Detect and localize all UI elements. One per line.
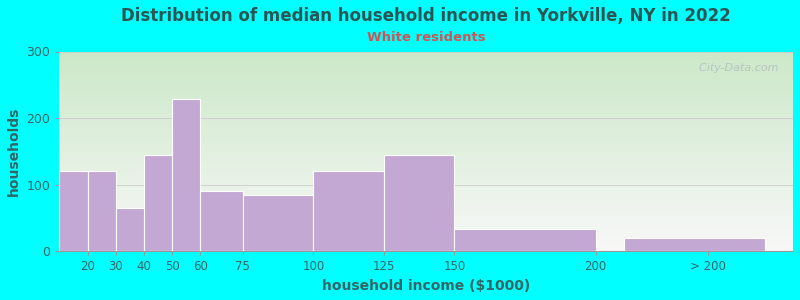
- Bar: [88, 172, 116, 251]
- Text: City-Data.com: City-Data.com: [692, 64, 778, 74]
- Bar: [624, 238, 765, 251]
- Bar: [201, 191, 243, 251]
- Bar: [172, 100, 201, 251]
- Y-axis label: households: households: [7, 107, 21, 196]
- Bar: [243, 195, 314, 251]
- Bar: [384, 155, 454, 251]
- Bar: [116, 208, 144, 251]
- Title: Distribution of median household income in Yorkville, NY in 2022: Distribution of median household income …: [122, 7, 731, 25]
- X-axis label: household income ($1000): household income ($1000): [322, 279, 530, 293]
- Bar: [314, 172, 384, 251]
- Text: White residents: White residents: [367, 31, 486, 44]
- Bar: [144, 155, 172, 251]
- Bar: [59, 172, 88, 251]
- Bar: [454, 230, 595, 251]
